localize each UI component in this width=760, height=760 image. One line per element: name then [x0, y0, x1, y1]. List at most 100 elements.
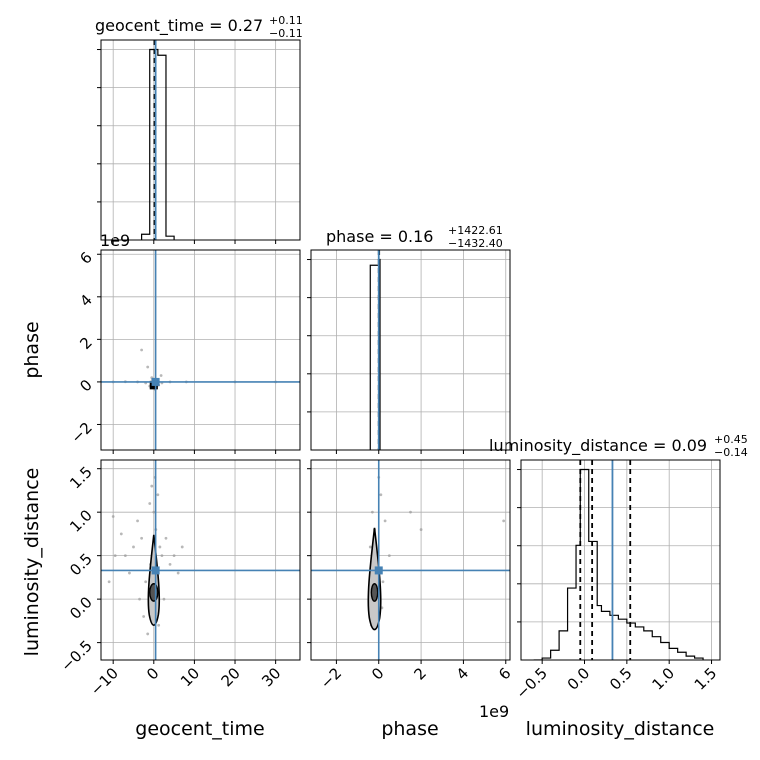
panel-phase-vs-luminosity-point-4: [368, 545, 372, 549]
panel-luminosity-hist-bin-11: [618, 619, 626, 660]
title-luminosity-lower: −0.14: [714, 446, 748, 459]
panel-luminosity-hist-bin-13: [635, 627, 643, 660]
panel-geocent-time-hist: [97, 39, 301, 244]
title-geocent-time-base: geocent_time = 0.27: [95, 16, 263, 36]
panel-geocent-vs-luminosity-point-3: [119, 532, 123, 536]
title-phase-lower: −1432.40: [448, 237, 503, 250]
panel-phase-vs-luminosity-xticklabel-3: 4: [453, 664, 472, 683]
panel-geocent-vs-luminosity-point-16: [160, 554, 164, 558]
panel-phase-hist-content: [311, 250, 510, 450]
title-geocent-time-lower: −0.11: [269, 27, 303, 40]
panel-phase-hist-bin-0: [370, 265, 378, 450]
panel-geocent-vs-luminosity-point-0: [107, 580, 111, 584]
panel-geocent-vs-luminosity: −10 0 10 20 30 −0.5 0.0 0.5 1.0 1.5: [57, 459, 301, 699]
panel-geocent-vs-phase-point-16: [140, 348, 144, 352]
panel-phase-vs-luminosity-xticklabel-4: 6: [495, 664, 514, 683]
panel-phase-vs-luminosity-contour-inner: [370, 583, 379, 602]
panel-luminosity-hist-bin-16: [661, 643, 669, 660]
panel-geocent-vs-luminosity-point-19: [172, 554, 176, 558]
panel-geocent-vs-luminosity-point-21: [180, 545, 184, 549]
panel-geocent-time-hist-bin-2: [158, 55, 166, 240]
panel-geocent-time-hist-bin-0: [142, 234, 150, 240]
panel-geocent-vs-luminosity-point-11: [150, 484, 154, 488]
panel-geocent-vs-luminosity-point-2: [113, 554, 117, 558]
panel-geocent-vs-luminosity-xticklabel-1: 0: [143, 664, 162, 683]
panel-geocent-vs-luminosity-point-20: [176, 571, 180, 575]
panel-geocent-vs-luminosity-contour-outer: [147, 534, 161, 627]
panel-geocent-vs-luminosity-truth-marker: [151, 566, 160, 575]
panel-luminosity-hist-bin-9: [601, 611, 609, 660]
title-luminosity-upper: +0.45: [714, 433, 748, 446]
xlabel-phase: phase: [381, 718, 438, 740]
panel-geocent-vs-phase-point-15: [159, 374, 163, 377]
panel-geocent-vs-luminosity-point-17: [164, 536, 168, 540]
panel-geocent-time-hist-frame: [100, 39, 301, 241]
ylabel-luminosity-distance: luminosity_distance: [21, 468, 43, 657]
panel-phase-vs-luminosity-content: [311, 460, 510, 660]
ylabel-phase: phase: [21, 321, 43, 378]
panel-luminosity-hist-xticklabel-1: 0.0: [564, 664, 594, 694]
panel-geocent-vs-phase-frame: [100, 249, 301, 451]
panel-geocent-vs-phase-yticklabel-4: 6: [76, 248, 95, 267]
panel-geocent-vs-luminosity-point-12: [152, 510, 156, 514]
panel-phase-vs-luminosity-point-0: [370, 510, 374, 514]
panel-geocent-vs-luminosity-xticklabel-4: 30: [258, 664, 284, 690]
panel-geocent-vs-luminosity-yticklabel-2: 0.5: [66, 550, 96, 580]
panel-geocent-vs-luminosity-point-15: [158, 545, 162, 549]
panel-luminosity-hist-bin-15: [652, 637, 660, 660]
panel-luminosity-hist: −0.5 0.0 0.5 1.0 1.5: [513, 459, 721, 703]
panel-geocent-vs-luminosity-content: [101, 460, 300, 660]
panel-phase-hist-frame: [310, 249, 511, 451]
xlabel-luminosity-distance: luminosity_distance: [526, 718, 715, 740]
panel-phase-vs-luminosity-point-11: [381, 580, 385, 584]
panel-phase-hist: [307, 249, 511, 454]
panel-geocent-vs-luminosity-point-24: [157, 623, 161, 627]
panel-geocent-vs-luminosity-point-25: [162, 597, 166, 601]
panel-geocent-vs-luminosity-contour-inner: [149, 583, 159, 602]
panel-geocent-vs-luminosity-yticklabel-4: 1.5: [66, 463, 96, 493]
panel-phase-vs-luminosity-point-6: [387, 554, 391, 558]
panel-geocent-vs-luminosity-xticklabel-2: 10: [177, 664, 203, 690]
panel-phase-vs-luminosity-point-7: [409, 510, 412, 514]
panel-phase-vs-luminosity-xticklabel-2: 2: [410, 664, 429, 683]
panel-luminosity-hist-xticklabel-3: 1.0: [648, 664, 678, 694]
title-phase-base: phase = 0.16: [326, 227, 433, 246]
panel-luminosity-hist-bin-14: [644, 631, 652, 660]
panel-phase-vs-luminosity-frame: [310, 459, 511, 661]
panel-luminosity-hist-xticklabel-2: 0.5: [606, 664, 636, 694]
panel-luminosity-hist-bin-18: [678, 652, 686, 660]
panel-geocent-vs-phase-yticklabel-0: −2: [67, 419, 95, 447]
panel-phase-vs-luminosity-point-2: [379, 493, 383, 497]
panel-geocent-vs-luminosity-point-18: [168, 562, 172, 566]
panel-geocent-vs-phase-truth-marker: [151, 377, 160, 386]
panel-geocent-vs-luminosity-point-26: [138, 597, 141, 601]
panel-luminosity-hist-bin-3: [559, 631, 567, 660]
panel-phase-vs-luminosity-xticklabel-0: −2: [317, 664, 345, 692]
panel-geocent-time-hist-content: [101, 40, 300, 240]
panel-geocent-vs-luminosity-point-5: [128, 571, 131, 575]
title-phase-upper: +1422.61: [448, 224, 503, 237]
panel-geocent-vs-phase-point-14: [146, 365, 150, 369]
panel-luminosity-hist-content: [521, 460, 720, 660]
panel-geocent-vs-luminosity-point-1: [111, 515, 115, 518]
panel-geocent-vs-luminosity-point-4: [123, 554, 127, 558]
panel-phase-vs-luminosity-point-5: [383, 519, 387, 523]
title-geocent-time-upper: +0.11: [269, 14, 303, 27]
panel-phase-vs-luminosity-truth-marker: [374, 566, 383, 575]
panel-luminosity-hist-histogram-step: [533, 468, 704, 660]
panel-geocent-vs-phase-yticklabel-2: 2: [76, 333, 95, 352]
panel-geocent-vs-luminosity-yticklabel-3: 1.0: [66, 506, 96, 536]
panel-geocent-vs-luminosity-point-9: [144, 580, 148, 584]
panel-geocent-vs-luminosity-yticklabel-0: −0.5: [57, 637, 95, 675]
panel-geocent-vs-phase: −2 0 2 4 6: [67, 248, 301, 454]
panel-geocent-vs-luminosity-point-8: [140, 536, 144, 540]
panel-geocent-vs-luminosity-point-6: [132, 545, 135, 549]
panel-phase-vs-luminosity-point-8: [419, 528, 423, 531]
title-geocent-time: geocent_time = 0.27: [95, 16, 263, 36]
panel-geocent-vs-luminosity-point-7: [136, 519, 139, 523]
panel-luminosity-hist-bin-17: [669, 648, 677, 660]
panel-phase-vs-luminosity-contour-outer: [367, 527, 382, 631]
panel-geocent-vs-luminosity-xticklabel-0: −10: [87, 664, 122, 699]
title-luminosity-base: luminosity_distance = 0.09: [489, 436, 707, 456]
